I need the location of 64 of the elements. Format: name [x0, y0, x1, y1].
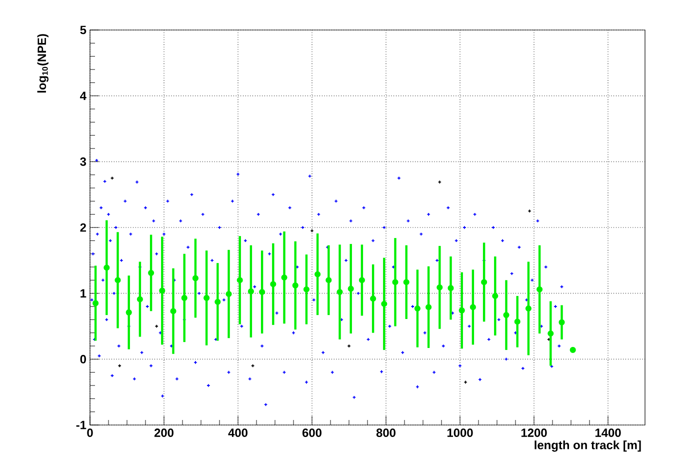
point — [448, 285, 454, 292]
point — [347, 344, 351, 348]
point — [214, 298, 221, 305]
point — [348, 286, 354, 292]
point — [514, 318, 520, 325]
point — [503, 312, 510, 318]
y-tick-label: 5 — [80, 26, 86, 34]
point — [470, 304, 476, 310]
y-tick-label: 4 — [80, 92, 86, 100]
point — [570, 346, 576, 353]
x-tick-label: 0 — [87, 428, 93, 437]
point — [426, 304, 432, 310]
point — [392, 279, 398, 286]
point — [159, 288, 166, 294]
point — [548, 330, 554, 337]
x-tick-label: 1200 — [521, 428, 547, 437]
point — [104, 264, 110, 271]
point — [525, 305, 532, 312]
point — [436, 284, 443, 290]
y-tick-label: 0 — [80, 354, 86, 364]
x-tick-label: 1000 — [447, 428, 473, 437]
point — [403, 279, 410, 286]
point — [92, 300, 99, 306]
y-tick-label: 2 — [80, 223, 86, 232]
point — [181, 294, 188, 301]
x-tick-label: 1400 — [595, 428, 621, 437]
point — [192, 275, 198, 282]
y-tick-label: 1 — [80, 289, 86, 298]
point — [204, 294, 210, 301]
point — [438, 180, 442, 184]
y-tick-label: -1 — [76, 420, 86, 430]
x-tick-label: 800 — [376, 428, 396, 437]
point — [270, 281, 276, 288]
y-axis-title: log$_{10}$(NPE) — [37, 34, 48, 93]
point — [381, 300, 388, 307]
point — [528, 209, 532, 213]
y-tick-label: 3 — [80, 157, 86, 166]
point — [558, 319, 565, 326]
point — [126, 309, 132, 316]
point — [136, 296, 143, 302]
point — [370, 296, 376, 302]
x-tick-label: 200 — [154, 428, 174, 437]
point — [226, 290, 232, 298]
point — [481, 279, 488, 286]
point — [414, 305, 420, 312]
point — [170, 308, 176, 314]
point — [259, 288, 266, 296]
point — [358, 277, 365, 284]
point — [236, 277, 243, 284]
point — [292, 282, 298, 288]
point — [336, 288, 343, 296]
point — [458, 307, 465, 314]
point — [314, 271, 321, 278]
point — [281, 274, 288, 281]
point — [303, 286, 310, 292]
point — [492, 292, 498, 300]
point — [536, 286, 543, 292]
point — [148, 270, 154, 276]
point — [248, 288, 254, 294]
x-axis-title: length on track [m] — [534, 440, 641, 452]
x-tick-label: 600 — [302, 428, 322, 437]
x-tick-label: 400 — [228, 428, 248, 437]
point — [326, 277, 332, 284]
point — [114, 277, 121, 284]
